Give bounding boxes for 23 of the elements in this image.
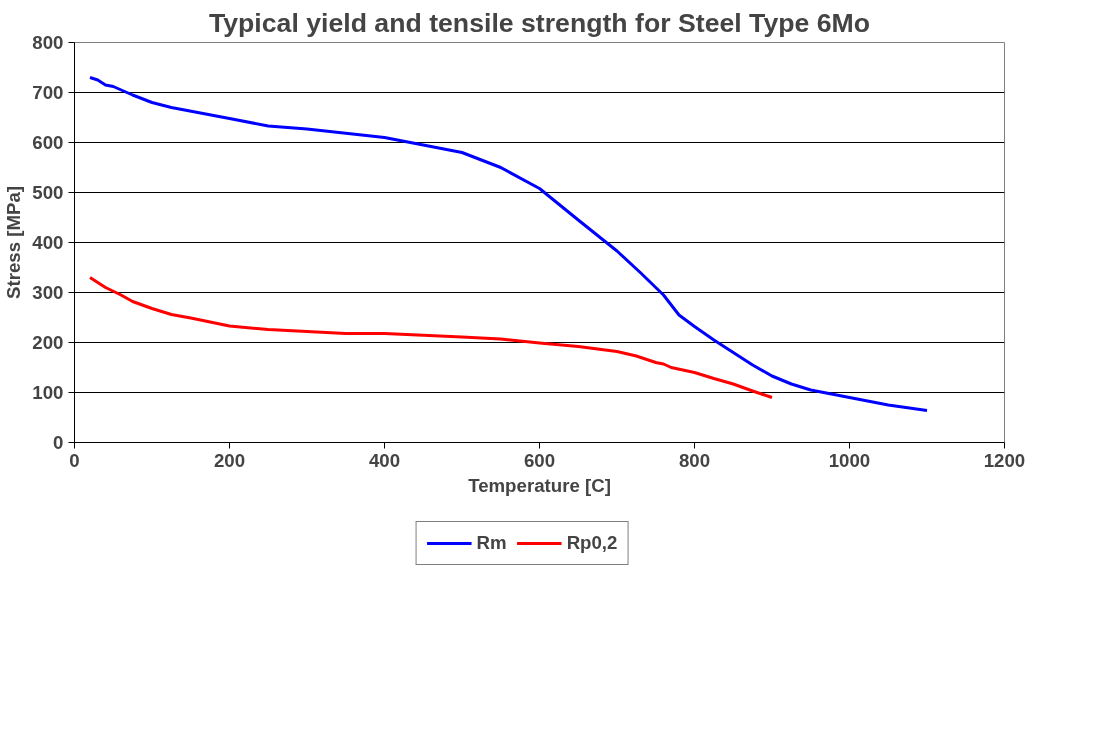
y-axis-title: Stress [MPa] [3, 185, 25, 300]
x-axis-title: Temperature [C] [468, 474, 611, 496]
y-tick-label: 100 [32, 382, 64, 403]
line-series [88, 276, 774, 399]
y-tick-label: 500 [32, 182, 64, 203]
y-tick-label: 200 [32, 332, 64, 353]
chart-title: Typical yield and tensile strength for Steel Type 6Mo [208, 7, 871, 38]
x-tick-label: 400 [368, 449, 401, 471]
y-tick-label: 0 [53, 432, 64, 453]
line-series [88, 76, 929, 412]
legend-label: Rm [476, 532, 507, 554]
x-tick-label: 1200 [983, 449, 1026, 471]
y-tick-label: 600 [32, 132, 64, 153]
y-tick-label: 700 [32, 82, 64, 103]
y-tick-label: 300 [32, 282, 64, 303]
x-tick-label: 800 [678, 449, 711, 471]
y-tick-label: 400 [32, 232, 64, 253]
x-tick-label: 1000 [828, 449, 871, 471]
x-tick-label: 600 [523, 449, 556, 471]
x-tick-label: 0 [69, 449, 80, 471]
y-tick-label: 800 [32, 32, 64, 53]
x-tick-label: 200 [213, 449, 246, 471]
legend-label: Rp0,2 [566, 532, 618, 554]
